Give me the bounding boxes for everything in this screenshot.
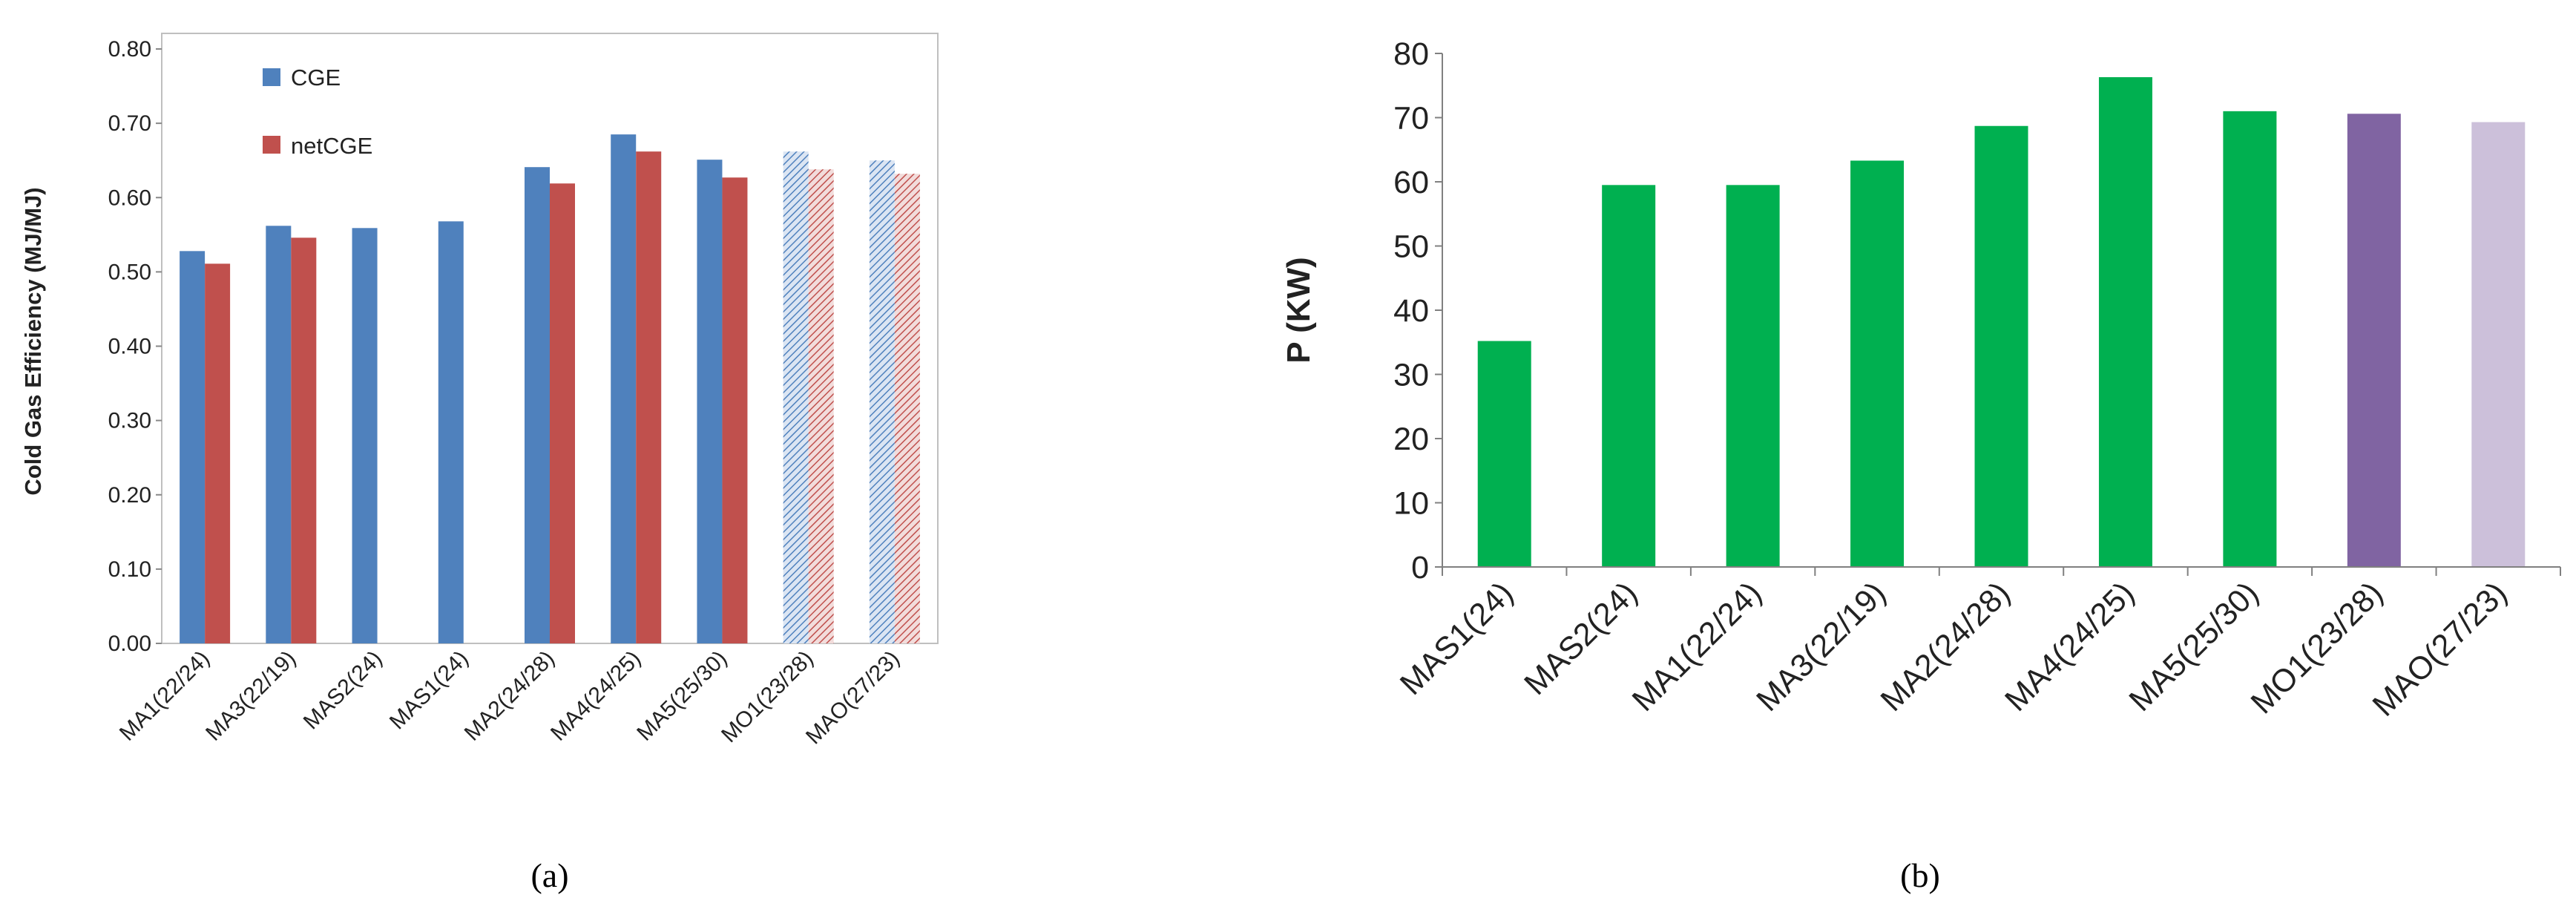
bar-power-ma5-25-30 (2223, 111, 2277, 568)
bar-netcge-mo1-23-28 (808, 169, 834, 643)
bar-power-mas1-24 (1477, 341, 1531, 567)
y-tick-label-a: 0.50 (108, 260, 151, 284)
y-tick-label-b: 0 (1411, 550, 1429, 586)
x-tick-label-a: MA4(24/25) (546, 646, 645, 746)
y-tick-label-b: 30 (1393, 358, 1429, 393)
bar-netcge-mao-27-23 (894, 174, 920, 643)
x-tick-label-b: MA3(22/19) (1749, 575, 1893, 718)
y-tick-label-a: 0.70 (108, 111, 151, 136)
bars-b (1477, 77, 2526, 568)
y-tick-label-b: 40 (1393, 293, 1429, 329)
x-tick-label-b: MAS1(24) (1393, 575, 1520, 702)
x-axis-labels-b: MAS1(24)MAS2(24)MA1(22/24)MA3(22/19)MA2(… (1393, 575, 2514, 724)
y-tick-label-a: 0.60 (108, 186, 151, 210)
bar-cge-ma3-22-19 (266, 226, 292, 643)
y-tick-label-a: 0.20 (108, 483, 151, 508)
y-tick-label-b: 60 (1393, 165, 1429, 200)
bar-netcge-ma3-22-19 (291, 237, 317, 643)
legend-label-netcge: netCGE (291, 133, 372, 159)
y-tick-label-b: 80 (1393, 36, 1429, 72)
bar-power-ma4-24-25 (2098, 77, 2152, 567)
y-axis-ticks-a: 0.00 0.10 0.20 0.30 0.40 0.50 0.60 0.70 0.80 (108, 37, 162, 656)
bar-power-mas2-24 (1602, 185, 1656, 567)
y-tick-label-a: 0.40 (108, 335, 151, 359)
bar-cge-mas1-24 (438, 221, 464, 643)
bar-netcge-ma4-24-25 (636, 151, 662, 644)
legend-a: CGE netCGE (263, 65, 372, 159)
bar-cge-ma4-24-25 (611, 134, 637, 644)
bar-power-ma1-22-24 (1726, 185, 1780, 567)
x-tick-label-a: MA3(22/19) (201, 646, 300, 746)
y-axis-ticks-b: 0 10 20 30 40 50 60 70 80 (1393, 36, 2561, 586)
y-tick-label-b: 10 (1393, 486, 1429, 522)
x-tick-label-b: MA4(24/25) (1998, 575, 2141, 718)
x-tick-label-a: MAO(27/23) (801, 646, 904, 750)
caption-b: (b) (1900, 856, 1940, 894)
x-tick-label-a: MAS1(24) (385, 646, 473, 735)
y-tick-label-b: 50 (1393, 229, 1429, 265)
bar-cge-ma5-25-30 (697, 160, 723, 643)
x-axis-labels-a: MA1(22/24)MA3(22/19)MAS2(24)MAS1(24)MA2(… (115, 646, 904, 750)
y-axis-title-a: Cold Gas Efficiency (MJ/MJ) (20, 187, 46, 495)
y-tick-label-b: 70 (1393, 101, 1429, 137)
y-tick-label-a: 0.10 (108, 557, 151, 582)
x-tick-label-b: MAO(27/23) (2366, 575, 2514, 724)
bar-power-mao-27-23 (2471, 122, 2526, 567)
legend-swatch-cge (263, 68, 280, 86)
bar-netcge-ma2-24-28 (550, 183, 575, 643)
x-tick-label-b: MA2(24/28) (1874, 575, 2017, 718)
bar-power-ma3-22-19 (1850, 160, 1905, 567)
x-tick-label-b: MAS2(24) (1517, 575, 1644, 702)
bars-a (180, 134, 920, 644)
legend-swatch-netcge (263, 136, 280, 154)
y-tick-label-a: 0.30 (108, 409, 151, 433)
x-tick-label-a: MA1(22/24) (115, 646, 214, 746)
bar-cge-mo1-23-28 (783, 151, 809, 644)
x-tick-label-a: MA2(24/28) (460, 646, 559, 746)
y-tick-label-a: 0.00 (108, 632, 151, 656)
bar-netcge-ma5-25-30 (722, 177, 748, 643)
y-axis-title-b: P (KW) (1281, 257, 1317, 363)
bar-power-ma2-24-28 (1974, 125, 2028, 567)
chart-panel-a: 0.00 0.10 0.20 0.30 0.40 0.50 0.60 0.70 0.80 MA1… (20, 33, 939, 894)
bar-cge-mao-27-23 (869, 160, 895, 643)
caption-a: (a) (530, 856, 568, 894)
bar-netcge-ma1-22-24 (205, 263, 231, 643)
x-tick-label-b: MA5(25/30) (2123, 575, 2266, 718)
y-tick-label-b: 20 (1393, 422, 1429, 457)
x-tick-label-a: MAS2(24) (299, 646, 387, 735)
bar-cge-ma2-24-28 (525, 167, 550, 644)
y-tick-label-a: 0.80 (108, 37, 151, 62)
bar-power-mo1-23-28 (2347, 114, 2401, 567)
bar-cge-mas2-24 (352, 228, 378, 643)
x-tick-label-b: MA1(22/24) (1626, 575, 1769, 718)
legend-label-cge: CGE (291, 65, 341, 91)
bar-cge-ma1-22-24 (180, 251, 206, 644)
chart-panel-b: 0 10 20 30 40 50 60 70 80 MAS1(24)MAS2(24)MA1(22… (1281, 36, 2561, 894)
